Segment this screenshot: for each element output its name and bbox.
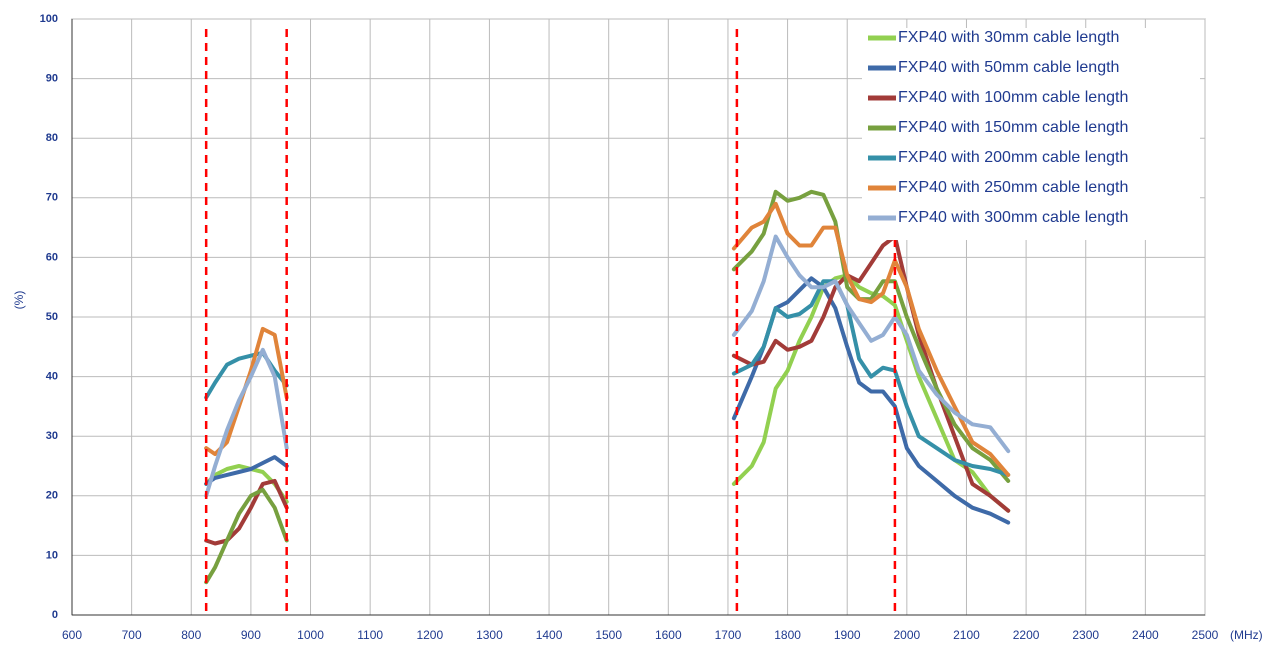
legend-label: FXP40 with 300mm cable length bbox=[898, 209, 1128, 226]
legend-box bbox=[862, 28, 1200, 240]
y-tick-label: 20 bbox=[46, 490, 58, 502]
y-tick-label: 50 bbox=[46, 311, 58, 323]
series-line bbox=[204, 234, 1011, 546]
x-tick-label: 1100 bbox=[357, 628, 383, 642]
x-tick-label: 1000 bbox=[297, 628, 324, 642]
y-tick-label: 40 bbox=[46, 371, 58, 383]
y-tick-label: 10 bbox=[46, 549, 58, 561]
x-tick-label: 2200 bbox=[1013, 628, 1040, 642]
y-tick-label: 70 bbox=[46, 192, 58, 204]
x-tick-label: 1800 bbox=[774, 628, 801, 642]
x-tick-label: 2100 bbox=[953, 628, 980, 642]
x-tick-label: 1200 bbox=[416, 628, 443, 642]
x-tick-label: 1400 bbox=[536, 628, 563, 642]
x-axis-unit: (MHz) bbox=[1230, 628, 1263, 642]
x-tick-label: 600 bbox=[62, 628, 82, 642]
x-tick-label: 2000 bbox=[893, 628, 920, 642]
series-line bbox=[204, 234, 1011, 498]
x-tick-label: 1500 bbox=[595, 628, 622, 642]
y-tick-label: 0 bbox=[52, 609, 58, 621]
y-tick-label: 60 bbox=[46, 251, 58, 263]
x-tick-label: 700 bbox=[122, 628, 142, 642]
legend-label: FXP40 with 200mm cable length bbox=[898, 149, 1128, 166]
x-tick-label: 1300 bbox=[476, 628, 503, 642]
series-line bbox=[204, 276, 1011, 525]
y-axis-label: (%) bbox=[12, 291, 26, 310]
legend-label: FXP40 with 150mm cable length bbox=[898, 119, 1128, 136]
y-tick-label: 100 bbox=[40, 13, 58, 25]
y-tick-label: 80 bbox=[46, 132, 58, 144]
legend-label: FXP40 with 30mm cable length bbox=[898, 29, 1119, 46]
legend-label: FXP40 with 50mm cable length bbox=[898, 59, 1119, 76]
x-tick-label: 1900 bbox=[834, 628, 861, 642]
x-tick-label: 2500 bbox=[1192, 628, 1219, 642]
x-tick-label: 1700 bbox=[715, 628, 742, 642]
x-tick-label: 1600 bbox=[655, 628, 682, 642]
y-tick-label: 30 bbox=[46, 430, 58, 442]
x-tick-label: 2300 bbox=[1072, 628, 1099, 642]
x-tick-label: 900 bbox=[241, 628, 261, 642]
x-tick-label: 2400 bbox=[1132, 628, 1159, 642]
y-tick-label: 90 bbox=[46, 73, 58, 85]
legend-label: FXP40 with 100mm cable length bbox=[898, 89, 1128, 106]
legend-label: FXP40 with 250mm cable length bbox=[898, 179, 1128, 196]
x-tick-label: 800 bbox=[181, 628, 201, 642]
